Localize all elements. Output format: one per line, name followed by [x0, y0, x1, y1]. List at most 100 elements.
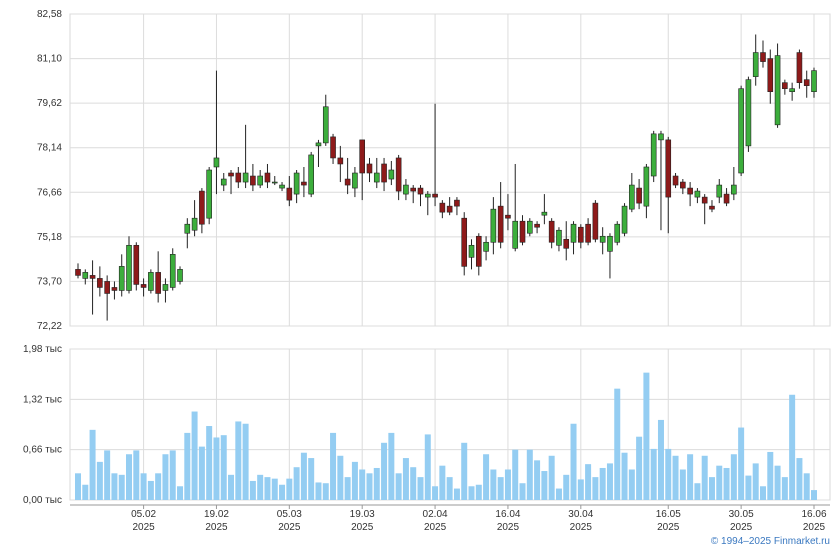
candle-body: [701, 196, 708, 204]
volume-bar: [708, 477, 715, 500]
x-tick-label: 05.03: [277, 509, 302, 520]
volume-bar: [657, 419, 664, 500]
volume-bar: [366, 473, 373, 500]
candle-body: [162, 284, 169, 291]
candle-body: [709, 205, 715, 210]
candle-body: [213, 157, 220, 168]
volume-bar: [767, 451, 774, 500]
volume-bar: [774, 465, 781, 500]
candle-body: [140, 284, 147, 288]
candle-body: [184, 223, 191, 234]
candle-body: [446, 205, 453, 213]
volume-bar: [96, 461, 103, 500]
candle-body: [148, 272, 154, 291]
volume-bar: [453, 488, 460, 500]
volume-bar: [82, 484, 89, 500]
volume-bar: [330, 432, 337, 500]
x-tick-label: 2025: [803, 522, 826, 533]
volume-bar: [796, 458, 803, 500]
volume-bar: [381, 442, 388, 500]
volume-bar: [118, 474, 125, 500]
volume-bar: [220, 435, 227, 500]
candle-body: [308, 154, 314, 195]
candle-body: [293, 172, 300, 195]
volume-bar: [89, 429, 96, 500]
x-tick-label: 30.04: [568, 509, 593, 520]
volume-bar: [730, 454, 737, 500]
candle-body: [760, 52, 766, 62]
volume-bar: [249, 480, 256, 500]
volume-tick-label: 0,66 тыс: [23, 445, 62, 456]
candle-body: [512, 220, 519, 249]
x-tick-label: 05.02: [131, 509, 156, 520]
candle-body: [570, 223, 577, 243]
volume-bar: [257, 474, 264, 500]
price-frame: [69, 13, 831, 327]
candle-body: [694, 190, 701, 198]
y-tick-label: 73,70: [37, 276, 62, 287]
volume-bar: [811, 490, 817, 500]
volume-bar: [643, 372, 650, 500]
candle-body: [505, 214, 511, 219]
candle-body: [811, 70, 817, 92]
candle-body: [75, 269, 81, 276]
candle-body: [169, 254, 176, 288]
candle-body: [250, 175, 256, 186]
volume-bar: [497, 477, 504, 500]
volume-bar: [512, 449, 519, 500]
volume-bar: [242, 423, 249, 500]
candle-body: [322, 106, 329, 144]
volume-bar: [147, 480, 154, 500]
volume-bar: [402, 458, 409, 500]
volume-bar: [395, 473, 402, 500]
candle-body: [177, 269, 183, 282]
volume-bar: [140, 473, 147, 500]
candle-body: [461, 217, 468, 267]
x-tick-label: 2025: [424, 522, 447, 533]
volume-bar: [636, 436, 643, 500]
candle-body: [731, 184, 737, 195]
x-tick-label: 16.06: [801, 509, 826, 520]
volume-bar: [672, 455, 679, 500]
candle-body: [111, 287, 118, 291]
volume-bar: [555, 488, 562, 500]
candle-body: [483, 241, 489, 252]
candle-body: [578, 226, 584, 243]
volume-bar: [483, 454, 490, 500]
candle-body: [228, 172, 234, 177]
candle-body: [774, 55, 781, 126]
volume-bar: [410, 467, 417, 500]
volume-bar: [548, 455, 555, 500]
y-tick-label: 79,62: [37, 98, 62, 109]
candle-body: [789, 88, 795, 92]
volume-bar: [781, 477, 788, 500]
candle-body: [133, 244, 140, 285]
volume-bar: [359, 469, 366, 500]
candle-body: [599, 235, 606, 243]
volume-bar: [701, 455, 708, 500]
candle-body: [352, 172, 358, 189]
volume-bar: [126, 454, 133, 500]
volume-tick-label: 0,00 тыс: [23, 495, 62, 506]
candle-body: [373, 172, 380, 183]
volume-bar: [373, 467, 380, 500]
volume-bar: [687, 454, 694, 500]
candle-body: [82, 272, 89, 279]
volume-bar: [665, 448, 672, 500]
x-tick-label: 2025: [497, 522, 520, 533]
volume-bar: [716, 465, 723, 500]
x-tick-label: 2025: [278, 522, 301, 533]
volume-bar: [155, 473, 162, 500]
volume-bar: [279, 484, 286, 500]
candle-body: [242, 172, 249, 183]
candle-body: [395, 157, 402, 192]
candle-body: [301, 181, 307, 186]
volume-bar: [606, 463, 613, 500]
candle-body: [672, 175, 679, 186]
candle-body: [366, 163, 373, 174]
volume-bar: [752, 463, 759, 500]
y-tick-label: 72,22: [37, 321, 62, 332]
candle-body: [388, 169, 395, 180]
x-tick-label: 2025: [132, 522, 155, 533]
candle-body: [563, 238, 570, 249]
